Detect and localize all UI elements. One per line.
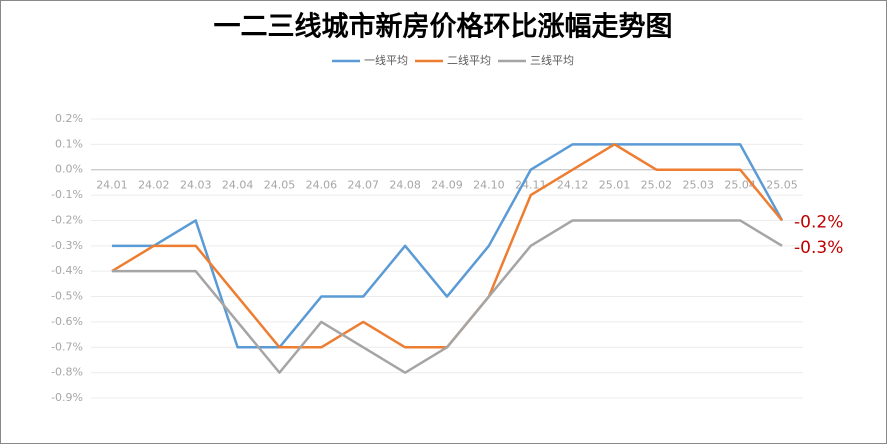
x-tick-label: 25.01 [599,179,631,192]
x-tick-label: 24.09 [431,179,463,192]
x-tick-label: 25.03 [683,179,715,192]
y-tick-label: -0.8% [51,366,83,379]
x-tick-label: 24.02 [138,179,170,192]
y-tick-label: -0.3% [51,239,83,252]
x-tick-label: 24.08 [389,179,421,192]
y-tick-label: 0.2% [55,112,83,125]
y-tick-label: -0.1% [51,188,83,201]
y-tick-label: -0.5% [51,290,83,303]
y-tick-label: -0.6% [51,315,83,328]
data-label: -0.2% [794,212,843,232]
x-tick-label: 24.07 [347,179,379,192]
x-tick-label: 24.01 [96,179,128,192]
data-label: -0.3% [794,238,843,258]
x-tick-label: 24.06 [306,179,338,192]
x-tick-label: 24.03 [180,179,212,192]
y-tick-label: -0.4% [51,264,83,277]
x-tick-label: 25.02 [641,179,673,192]
legend-label: 二线平均 [447,53,491,67]
chart-title: 一二三线城市新房价格环比涨幅走势图 [214,11,673,43]
x-tick-label: 24.12 [557,179,589,192]
x-tick-label: 24.04 [222,179,254,192]
legend-label: 一线平均 [364,53,408,67]
x-tick-label: 24.10 [473,179,505,192]
x-tick-label: 25.04 [724,179,756,192]
y-tick-label: 0.1% [55,137,83,150]
y-tick-label: -0.7% [51,340,83,353]
legend-label: 三线平均 [530,53,574,67]
x-tick-label: 24.05 [264,179,296,192]
series-line [111,219,783,374]
x-tick-label: 25.05 [766,179,798,192]
y-tick-label: -0.9% [51,391,83,404]
y-tick-label: 0.0% [55,163,83,176]
y-tick-label: -0.2% [51,213,83,226]
